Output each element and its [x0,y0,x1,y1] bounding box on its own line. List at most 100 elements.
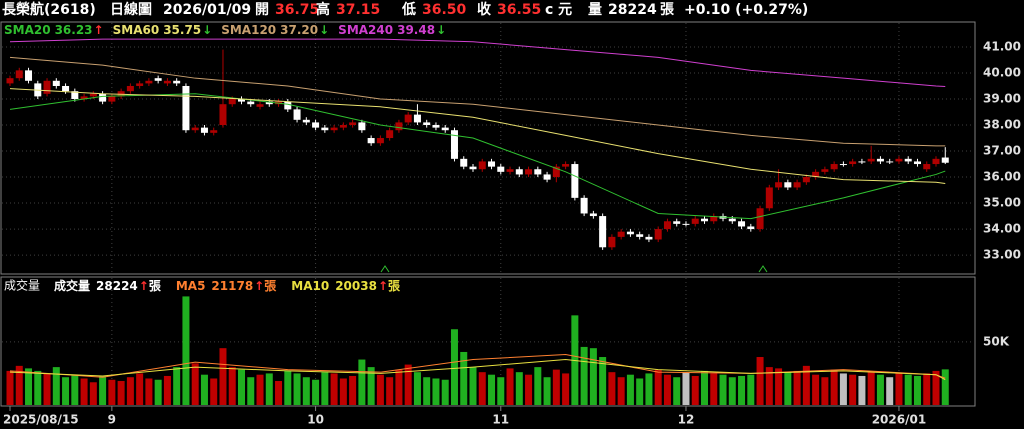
volume-bar [358,359,366,405]
candle-body [858,161,866,163]
legend-value: 36.23 [55,23,93,37]
volume-bar [830,369,838,405]
legend-name: MA10 [291,279,329,293]
volume-bar [497,377,505,405]
volume-bar [80,378,88,405]
candle-body [534,169,542,175]
candle-body [219,104,227,126]
volume-bar [488,374,496,405]
candle-body [488,161,496,167]
volume-bar [460,351,468,405]
volume-bar [312,379,320,405]
legend-value: 39.48 [397,23,435,37]
legend-trend: ↓ [319,23,329,37]
volume-bar [469,367,477,405]
low-label: 低 [401,1,416,18]
volume-bar [923,373,931,405]
volume-bar [765,367,773,405]
y-tick-label: 39.00 [983,91,1021,105]
legend-unit: 張 [388,279,401,293]
period: 日線圖 [110,1,152,18]
volume-bar [6,370,14,405]
legend-name: 成交量 [54,278,90,293]
volume-bar [525,374,533,405]
candle-body [580,197,588,214]
candle-body [15,70,23,79]
x-tick-label: 2026/01 [872,413,926,427]
volume-bar [395,369,403,405]
candle-body [339,125,347,128]
volume-bar [450,329,458,405]
volume-bar [154,379,162,405]
candle-body [793,182,801,188]
candle-body [25,70,33,81]
legend-trend: ↑ [94,23,104,37]
legend-trend: ↑ [254,279,264,293]
volume-bar [645,373,653,405]
candle-body [395,122,403,131]
candle-body [136,83,144,86]
volume-bar [812,374,820,405]
legend-value: 37.20 [280,23,318,37]
candle-body [284,101,292,110]
volume-bar [876,374,884,405]
volume-bar [886,377,894,405]
open-value: 36.75 [275,2,319,18]
volume-label: 量 [588,2,602,18]
candle-body [830,164,838,170]
volume-bar [330,373,338,405]
candle-body [450,130,458,159]
candle-body [200,127,208,133]
candle-body [182,85,190,131]
stock-name: 長榮航(2618) [2,1,96,18]
candle-body [571,164,579,198]
high-value: 37.15 [336,2,380,18]
volume-bar [506,368,514,405]
candle-body [80,96,88,99]
volume-bar [756,357,764,405]
volume-title: 成交量 [4,278,40,293]
volume-bar [247,377,255,405]
volume-bar [849,374,857,405]
candle-body [210,130,218,133]
volume-bar [784,372,792,405]
legend-value: 35.75 [163,23,201,37]
candle-body [460,158,468,167]
candle-body [802,177,810,183]
candle-body [108,96,116,102]
volume-bar [136,373,144,405]
legend-trend: ↓ [202,23,212,37]
volume-bar [802,365,810,405]
volume-bar [386,377,394,405]
volume-bar [200,374,208,405]
candle-body [413,114,421,123]
candle-body [839,164,847,166]
volume-bar [904,374,912,405]
candle-body [562,164,570,167]
volume-bar [34,370,42,405]
volume-bar [710,373,718,405]
volume-bar [580,346,588,405]
candle-body [99,93,107,102]
candle-body [738,221,746,227]
candle-body [89,93,97,97]
price-panel [0,21,976,275]
volume-bar [284,370,292,405]
candle-body [895,158,903,162]
candle-body [756,208,764,230]
volume-bar [43,373,51,405]
volume-bar [163,375,171,405]
candle-body [552,166,560,178]
candle-body [349,122,357,126]
legend-entry: MA10 20038↑張 [291,279,401,293]
candle-body [321,127,329,131]
high-label: 高 [316,1,330,18]
volume-bar [839,373,847,405]
candle-body [663,221,671,230]
candle-body [701,218,708,222]
x-tick-label: 9 [108,413,116,427]
candle-body [386,130,394,139]
candle-body [904,158,912,162]
volume-bar [626,374,634,405]
volume-bar [145,378,153,405]
